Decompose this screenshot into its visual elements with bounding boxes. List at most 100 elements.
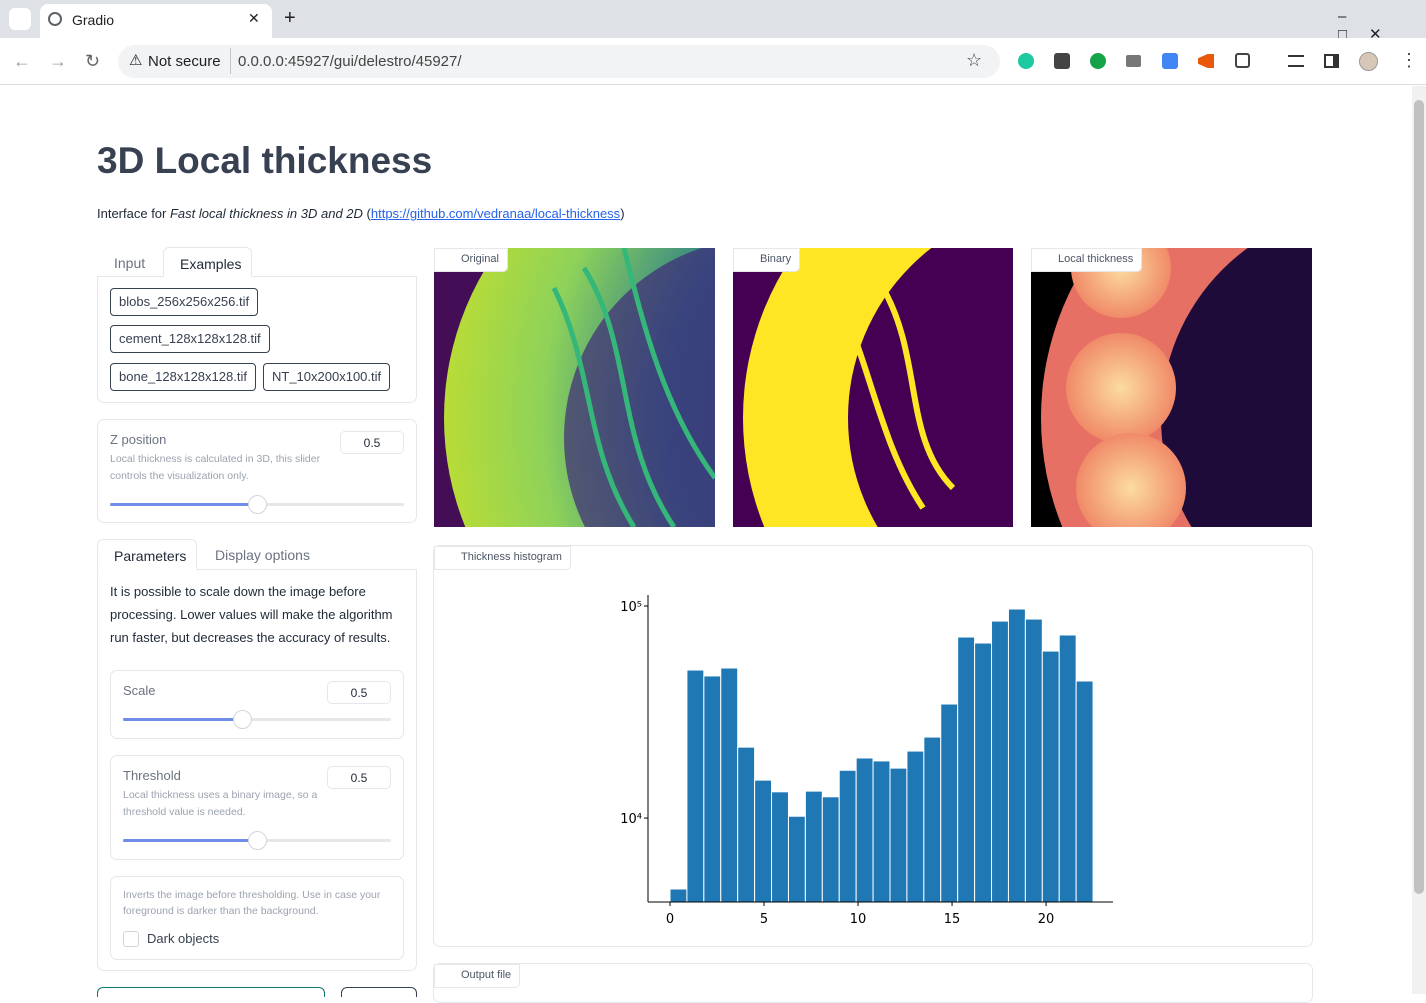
bar: [940, 703, 959, 903]
intro-text: Interface for: [97, 206, 170, 221]
tab-close[interactable]: ✕: [248, 10, 260, 26]
x-tick-label: 20: [1038, 912, 1055, 927]
bar: [991, 620, 1009, 903]
extension-icon[interactable]: [1126, 55, 1141, 67]
histogram-chart: 0 5 10 15 20 10⁴ 10⁵: [620, 595, 1113, 927]
bar: [872, 760, 891, 903]
tab-title: Gradio: [72, 12, 115, 28]
bar: [974, 642, 993, 903]
image-label: Local thickness: [1031, 248, 1143, 272]
repo-link[interactable]: https://github.com/vedranaa/local-thickn…: [370, 206, 621, 221]
slider-fill: [123, 839, 257, 842]
bar: [720, 667, 739, 903]
number-input[interactable]: 0.5: [340, 431, 404, 454]
slider-label: Scale: [123, 683, 156, 698]
submit-button[interactable]: [97, 987, 325, 997]
slider-fill: [110, 503, 257, 506]
slider-info: Local thickness uses a binary image, so …: [123, 789, 318, 818]
bar: [737, 746, 756, 903]
bar: [1075, 680, 1094, 903]
number-input[interactable]: 0.5: [327, 681, 391, 704]
extension-icon[interactable]: [1090, 53, 1106, 69]
bar: [754, 779, 773, 903]
tab[interactable]: Display options: [215, 547, 310, 563]
nav-buttons[interactable]: ←→↻: [13, 51, 119, 71]
tab-selected[interactable]: Parameters: [97, 539, 197, 570]
intro: Interface for Fast local thickness in 3D…: [97, 206, 625, 221]
file-label: Output file: [434, 964, 521, 988]
checkbox[interactable]: [123, 931, 139, 947]
slider[interactable]: [123, 831, 391, 850]
example-button[interactable]: blobs_256x256x256.tif: [110, 288, 259, 316]
security-label: Not secure: [148, 53, 221, 70]
bookmark-star[interactable]: ☆: [966, 50, 983, 70]
image-label: Binary: [733, 248, 801, 272]
slider-thumb[interactable]: [248, 495, 267, 514]
checkbox-block: [110, 876, 404, 960]
address-bar[interactable]: ⚠ Not secure 0.0.0.0:45927/gui/delestro/…: [118, 45, 1000, 78]
x-tick-label: 10: [850, 912, 867, 927]
bar: [821, 796, 840, 903]
bar: [889, 767, 908, 903]
example-button[interactable]: bone_128x128x128.tif: [110, 363, 256, 391]
tab-selected[interactable]: Examples: [163, 247, 252, 277]
bar: [669, 888, 688, 903]
example-button[interactable]: cement_128x128x128.tif: [110, 325, 270, 353]
image-label: Original: [434, 248, 508, 272]
warning-icon: ⚠: [129, 52, 143, 69]
extension-icon[interactable]: [1198, 54, 1214, 68]
side-panel-button[interactable]: [1324, 54, 1339, 68]
bar: [804, 790, 823, 903]
slider-thumb[interactable]: [233, 710, 253, 729]
extensions-button[interactable]: [1235, 53, 1250, 68]
slider-label: Threshold: [123, 768, 181, 783]
checkbox-info: Inverts the image before thresholding. U…: [123, 889, 381, 917]
checkbox-label: Dark objects: [147, 931, 220, 946]
slider[interactable]: [110, 495, 404, 514]
bar: [1058, 634, 1077, 903]
bar: [1007, 608, 1026, 903]
divider: [230, 48, 231, 74]
x-tick-label: 15: [944, 912, 961, 927]
x-tick-label: 0: [666, 912, 674, 927]
intro-emphasis: Fast local thickness in 3D and 2D: [169, 206, 363, 221]
y-tick-label: 10⁴: [620, 812, 642, 827]
url: 0.0.0.0:45927/gui/delestro/45927/: [238, 53, 462, 70]
tab[interactable]: Input: [114, 255, 146, 271]
example-button[interactable]: NT_10x200x100.tif: [263, 363, 391, 391]
browser-tab[interactable]: Gradio: [40, 4, 272, 38]
bar: [957, 636, 976, 903]
slider[interactable]: [123, 710, 391, 729]
slider-fill: [123, 718, 243, 721]
extension-icon[interactable]: [1162, 53, 1178, 69]
number-input[interactable]: 0.5: [327, 766, 391, 789]
bar: [686, 669, 705, 903]
bar: [1024, 618, 1043, 903]
output-file-block: [433, 963, 1313, 1003]
original-image: [434, 248, 715, 527]
intro-text: (: [362, 206, 371, 221]
menu-button[interactable]: ⋮: [1400, 50, 1418, 70]
y-tick-label: 10⁵: [620, 600, 642, 615]
slider-thumb[interactable]: [248, 831, 267, 850]
new-tab[interactable]: +: [284, 7, 296, 29]
bar: [703, 675, 722, 903]
plot-label: Thickness histogram: [434, 546, 571, 570]
page-title: 3D Local thickness: [97, 140, 433, 181]
bar: [787, 815, 806, 903]
extension-icon[interactable]: [1018, 53, 1034, 69]
extension-icon[interactable]: [1054, 53, 1070, 69]
bar: [906, 750, 925, 903]
scrollbar-thumb[interactable]: [1414, 100, 1424, 894]
clear-button[interactable]: [341, 987, 417, 997]
media-button[interactable]: [1288, 55, 1304, 67]
bar: [771, 791, 789, 903]
bar: [923, 736, 942, 903]
favicon: [48, 12, 62, 26]
local-thickness-image: [1031, 248, 1312, 527]
slider-info: Local thickness is calculated in 3D, thi…: [110, 453, 321, 482]
profile-avatar[interactable]: [1359, 52, 1378, 71]
description: It is possible to scale down the image b…: [110, 584, 393, 645]
tab-menu[interactable]: [9, 8, 31, 30]
